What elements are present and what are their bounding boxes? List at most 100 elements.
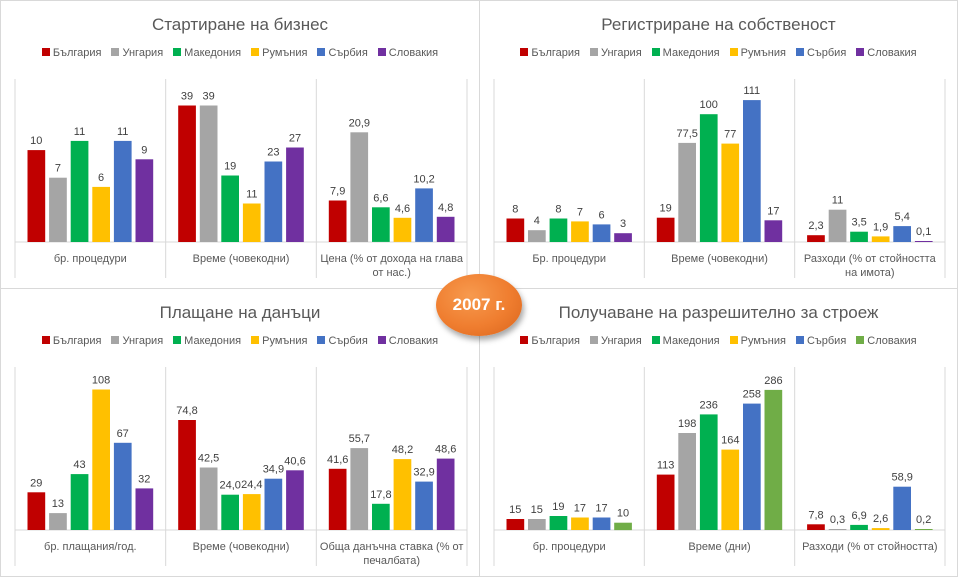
legend-swatch: [317, 48, 326, 56]
bar: [415, 481, 433, 530]
bar: [49, 513, 67, 530]
legend-item: Румъния: [729, 47, 786, 59]
data-label: 11: [246, 189, 257, 201]
data-label: 11: [74, 126, 85, 138]
data-label: 19: [659, 203, 671, 215]
bar: [436, 458, 455, 530]
data-label: 48,2: [392, 444, 413, 456]
data-label: 77,5: [676, 128, 697, 140]
legend-swatch: [41, 336, 50, 344]
data-label: 198: [678, 418, 696, 430]
chart-title: Регистриране на собственост: [601, 15, 836, 34]
data-label: 6: [598, 209, 604, 221]
legend-label: Румъния: [262, 47, 308, 59]
legend-item: Унгария: [589, 335, 642, 347]
legend-label: Сърбия: [806, 335, 847, 347]
data-label: 17: [767, 205, 779, 217]
data-label: 8: [512, 204, 518, 216]
bar: [592, 517, 611, 530]
legend-item: Македония: [173, 335, 241, 347]
bar-chart: 10 7 11 6 11 9 бр. процедури 39 39 19 11 23 27 Време …: [14, 79, 468, 279]
bar: [614, 522, 632, 531]
legend-swatch: [520, 336, 529, 344]
data-label: 7: [577, 206, 583, 218]
legend-item: Румъния: [251, 335, 307, 347]
bar: [178, 105, 196, 242]
legend-item: България: [41, 335, 101, 347]
data-label: 7,8: [808, 509, 823, 521]
data-label: 108: [92, 375, 110, 387]
bar: [764, 389, 783, 530]
legend-swatch: [729, 48, 738, 56]
legend-item: Словакия: [856, 47, 917, 59]
data-label: 19: [552, 501, 564, 513]
bar: [393, 459, 412, 530]
data-label: 27: [289, 133, 301, 145]
bar: [242, 203, 261, 242]
bar: [393, 217, 412, 242]
bar: [49, 177, 67, 242]
bar: [871, 528, 890, 530]
legend-item: Унгария: [589, 47, 642, 59]
data-label: 34,9: [263, 464, 284, 476]
bar: [549, 218, 568, 242]
bar: [893, 226, 911, 242]
legend-item: Македония: [173, 47, 241, 59]
data-label: 0,2: [916, 514, 931, 526]
bar: [264, 161, 283, 242]
bar: [506, 519, 525, 530]
category-label: Обща данъчна ставка (% от печалбата): [320, 541, 464, 567]
data-label: 17: [595, 503, 607, 515]
legend-label: Сърбия: [328, 335, 368, 347]
data-label: 58,9: [891, 472, 912, 484]
category-label: бр. процедури: [533, 541, 606, 553]
legend-label: България: [531, 47, 580, 59]
category-label: Време (човекодни): [193, 253, 290, 265]
data-label: 10: [30, 135, 42, 147]
data-label: 41,6: [327, 454, 348, 466]
data-label: 0,1: [916, 226, 931, 238]
data-label: 42,5: [198, 453, 219, 465]
data-label: 10: [617, 508, 629, 520]
bar: [893, 486, 911, 530]
legend-swatch: [795, 336, 804, 344]
bar: [286, 470, 304, 530]
bar: [264, 478, 283, 530]
legend-label: Румъния: [262, 335, 308, 347]
bar: [135, 159, 154, 242]
bar-chart: 15 15 19 17 17 10 бр. процедури 113 198 236 164 258…: [493, 367, 946, 566]
year-badge: 2007 г.: [436, 274, 522, 336]
bar: [764, 220, 783, 242]
legend-swatch: [589, 336, 598, 344]
bar: [328, 468, 347, 530]
legend-label: Румъния: [740, 335, 786, 347]
data-label: 24,4: [241, 479, 262, 491]
bar: [614, 233, 632, 242]
legend-swatch: [251, 336, 260, 344]
data-label: 6,9: [851, 510, 866, 522]
year-badge-label: 2007 г.: [452, 295, 506, 314]
legend-item: Сърбия: [795, 47, 846, 59]
legend-swatch: [173, 48, 182, 56]
legend-swatch: [377, 336, 386, 344]
legend-swatch: [251, 48, 260, 56]
legend-swatch: [729, 336, 738, 344]
legend-item: Сърбия: [317, 47, 368, 59]
bar: [506, 218, 525, 242]
bar: [914, 529, 933, 530]
bar: [721, 143, 740, 242]
bar: [549, 516, 568, 530]
category-label: бр. процедури: [54, 253, 127, 265]
legend-label: Словакия: [388, 47, 439, 59]
bar: [135, 488, 154, 530]
data-label: 4,8: [438, 202, 453, 214]
legend-item: Унгария: [111, 47, 163, 59]
data-label: 15: [531, 504, 543, 516]
bar: [221, 494, 239, 530]
bar: [70, 140, 89, 242]
bar: [178, 420, 196, 530]
bar: [328, 200, 347, 242]
bar-chart: 29 13 43 108 67 32 бр. плащания/год. 74,8 42,5 24…: [14, 367, 468, 567]
legend-swatch: [856, 48, 865, 56]
data-label: 164: [721, 435, 739, 447]
